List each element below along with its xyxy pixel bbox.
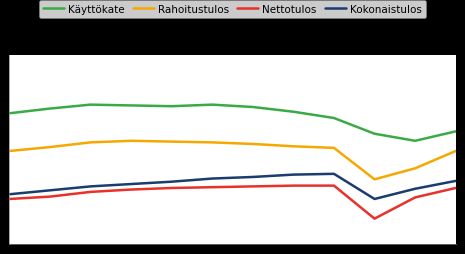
Käyttökate [88, 104, 93, 107]
Nettotulos [291, 184, 296, 187]
Rahoitustulos [169, 140, 174, 144]
Kokonaistulos [47, 189, 53, 192]
Rahoitustulos [88, 141, 93, 144]
Nettotulos [128, 188, 134, 191]
Nettotulos [250, 185, 256, 188]
Kokonaistulos [372, 198, 377, 201]
Kokonaistulos [331, 173, 337, 176]
Kokonaistulos [88, 185, 93, 188]
Käyttökate [291, 111, 296, 114]
Rahoitustulos [250, 143, 256, 146]
Käyttökate [250, 106, 256, 109]
Nettotulos [372, 217, 377, 220]
Line: Nettotulos: Nettotulos [9, 186, 456, 219]
Nettotulos [169, 187, 174, 190]
Rahoitustulos [412, 167, 418, 170]
Rahoitustulos [291, 145, 296, 148]
Kokonaistulos [7, 193, 12, 196]
Käyttökate [453, 130, 458, 133]
Kokonaistulos [453, 180, 458, 183]
Line: Käyttökate: Käyttökate [9, 105, 456, 141]
Nettotulos [88, 190, 93, 194]
Nettotulos [412, 196, 418, 199]
Rahoitustulos [331, 147, 337, 150]
Nettotulos [47, 195, 53, 198]
Käyttökate [412, 140, 418, 143]
Nettotulos [453, 187, 458, 190]
Rahoitustulos [453, 150, 458, 153]
Kokonaistulos [209, 177, 215, 180]
Käyttökate [331, 117, 337, 120]
Kokonaistulos [169, 180, 174, 183]
Kokonaistulos [128, 183, 134, 186]
Nettotulos [209, 186, 215, 189]
Kokonaistulos [291, 173, 296, 177]
Rahoitustulos [128, 140, 134, 143]
Käyttökate [47, 108, 53, 111]
Rahoitustulos [7, 150, 12, 153]
Legend: Käyttökate, Rahoitustulos, Nettotulos, Kokonaistulos: Käyttökate, Rahoitustulos, Nettotulos, K… [39, 1, 426, 19]
Rahoitustulos [372, 178, 377, 181]
Käyttökate [372, 133, 377, 136]
Nettotulos [331, 184, 337, 187]
Kokonaistulos [250, 176, 256, 179]
Käyttökate [7, 112, 12, 115]
Käyttökate [209, 104, 215, 107]
Käyttökate [128, 104, 134, 107]
Rahoitustulos [209, 141, 215, 144]
Kokonaistulos [412, 187, 418, 190]
Line: Kokonaistulos: Kokonaistulos [9, 174, 456, 199]
Nettotulos [7, 198, 12, 201]
Line: Rahoitustulos: Rahoitustulos [9, 141, 456, 180]
Rahoitustulos [47, 146, 53, 149]
Käyttökate [169, 105, 174, 108]
